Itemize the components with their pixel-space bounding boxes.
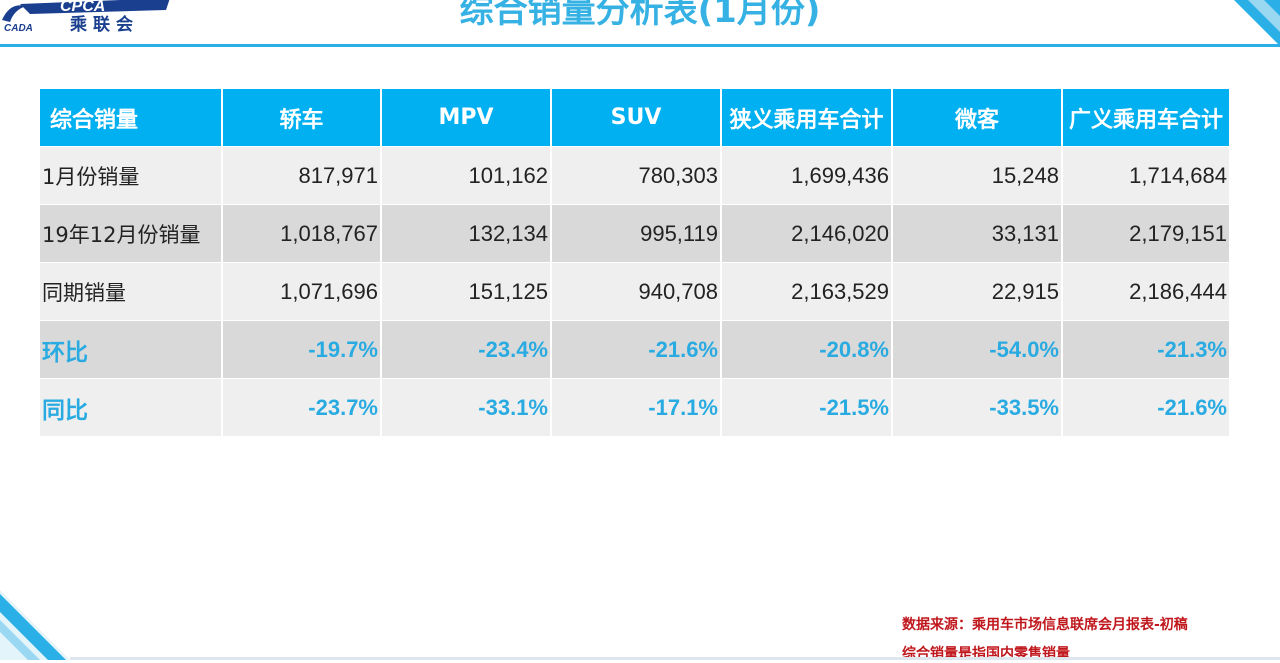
- table-cell: -19.7%: [222, 320, 382, 379]
- cpca-logo: CPCA CADA 乘联会: [0, 0, 180, 36]
- table-cell: -33.1%: [381, 378, 552, 437]
- footer-divider: [70, 657, 1280, 660]
- table-cell: 2,146,020: [721, 204, 893, 263]
- table-cell: 151,125: [381, 262, 552, 321]
- table-cell: 15,248: [892, 146, 1063, 205]
- table-cell: 940,708: [551, 262, 722, 321]
- logo-swoosh-icon: [2, 5, 26, 22]
- table-cell: 1,714,684: [1062, 146, 1231, 205]
- row-label: 同期销量: [40, 262, 223, 321]
- table-cell: 33,131: [892, 204, 1063, 263]
- row-label: 19年12月份销量: [40, 204, 223, 263]
- column-header-narrow-total: 狭义乘用车合计: [721, 89, 893, 147]
- table-cell: 1,018,767: [222, 204, 382, 263]
- column-header-category: 综合销量: [40, 89, 223, 147]
- logo-text: CPCA: [60, 0, 105, 15]
- table-cell: -21.5%: [721, 378, 893, 437]
- definition-note: 综合销量是指国内零售销量: [902, 646, 1070, 662]
- table-row-dec-sales: 19年12月份销量 1,018,767 132,134 995,119 2,14…: [40, 204, 1231, 263]
- sales-analysis-table: 综合销量 轿车 MPV SUV 狭义乘用车合计 微客 广义乘用车合计 1月份销量…: [40, 89, 1231, 437]
- table-cell: -21.6%: [551, 320, 722, 379]
- table-cell: 995,119: [551, 204, 722, 263]
- column-header-suv: SUV: [551, 89, 722, 147]
- table-row-yoy-change: 同比 -23.7% -33.1% -17.1% -21.5% -33.5% -2…: [40, 378, 1231, 437]
- logo-graphic: CPCA CADA: [2, 0, 170, 34]
- corner-decoration-bottom-left: [0, 590, 70, 660]
- table-cell: -20.8%: [721, 320, 893, 379]
- table-cell: 1,699,436: [721, 146, 893, 205]
- table-cell: 101,162: [381, 146, 552, 205]
- table-cell: -54.0%: [892, 320, 1063, 379]
- table-cell: -21.6%: [1062, 378, 1231, 437]
- table-cell: 780,303: [551, 146, 722, 205]
- row-label: 1月份销量: [40, 146, 223, 205]
- table-cell: 817,971: [222, 146, 382, 205]
- table-cell: -17.1%: [551, 378, 722, 437]
- data-source-note: 数据来源：乘用车市场信息联席会月报表-初稿: [902, 617, 1188, 633]
- table-cell: 132,134: [381, 204, 552, 263]
- column-header-sedan: 轿车: [222, 89, 382, 147]
- table-cell: -23.4%: [381, 320, 552, 379]
- table-header-row: 综合销量 轿车 MPV SUV 狭义乘用车合计 微客 广义乘用车合计: [40, 89, 1231, 147]
- corner-decoration-top-right: [1234, 0, 1280, 46]
- table-cell: 2,186,444: [1062, 262, 1231, 321]
- table-cell: 22,915: [892, 262, 1063, 321]
- column-header-minivan: 微客: [892, 89, 1063, 147]
- table-cell: 1,071,696: [222, 262, 382, 321]
- column-header-mpv: MPV: [381, 89, 552, 147]
- logo-small-text: CADA: [4, 23, 33, 34]
- table-row-jan-sales: 1月份销量 817,971 101,162 780,303 1,699,436 …: [40, 146, 1231, 205]
- row-label: 同比: [40, 378, 223, 437]
- logo-banner: [20, 0, 170, 14]
- page-title: 综合销量分析表(1月份): [459, 0, 821, 31]
- table-cell: -23.7%: [222, 378, 382, 437]
- table-cell: -21.3%: [1062, 320, 1231, 379]
- title-underline: [0, 44, 1280, 47]
- column-header-broad-total: 广义乘用车合计: [1062, 89, 1231, 147]
- table-row-yoy-sales: 同期销量 1,071,696 151,125 940,708 2,163,529…: [40, 262, 1231, 321]
- table-row-mom-change: 环比 -19.7% -23.4% -21.6% -20.8% -54.0% -2…: [40, 320, 1231, 379]
- table-cell: 2,163,529: [721, 262, 893, 321]
- table-cell: 2,179,151: [1062, 204, 1231, 263]
- row-label: 环比: [40, 320, 223, 379]
- table-cell: -33.5%: [892, 378, 1063, 437]
- logo-subtext: 乘联会: [70, 15, 139, 35]
